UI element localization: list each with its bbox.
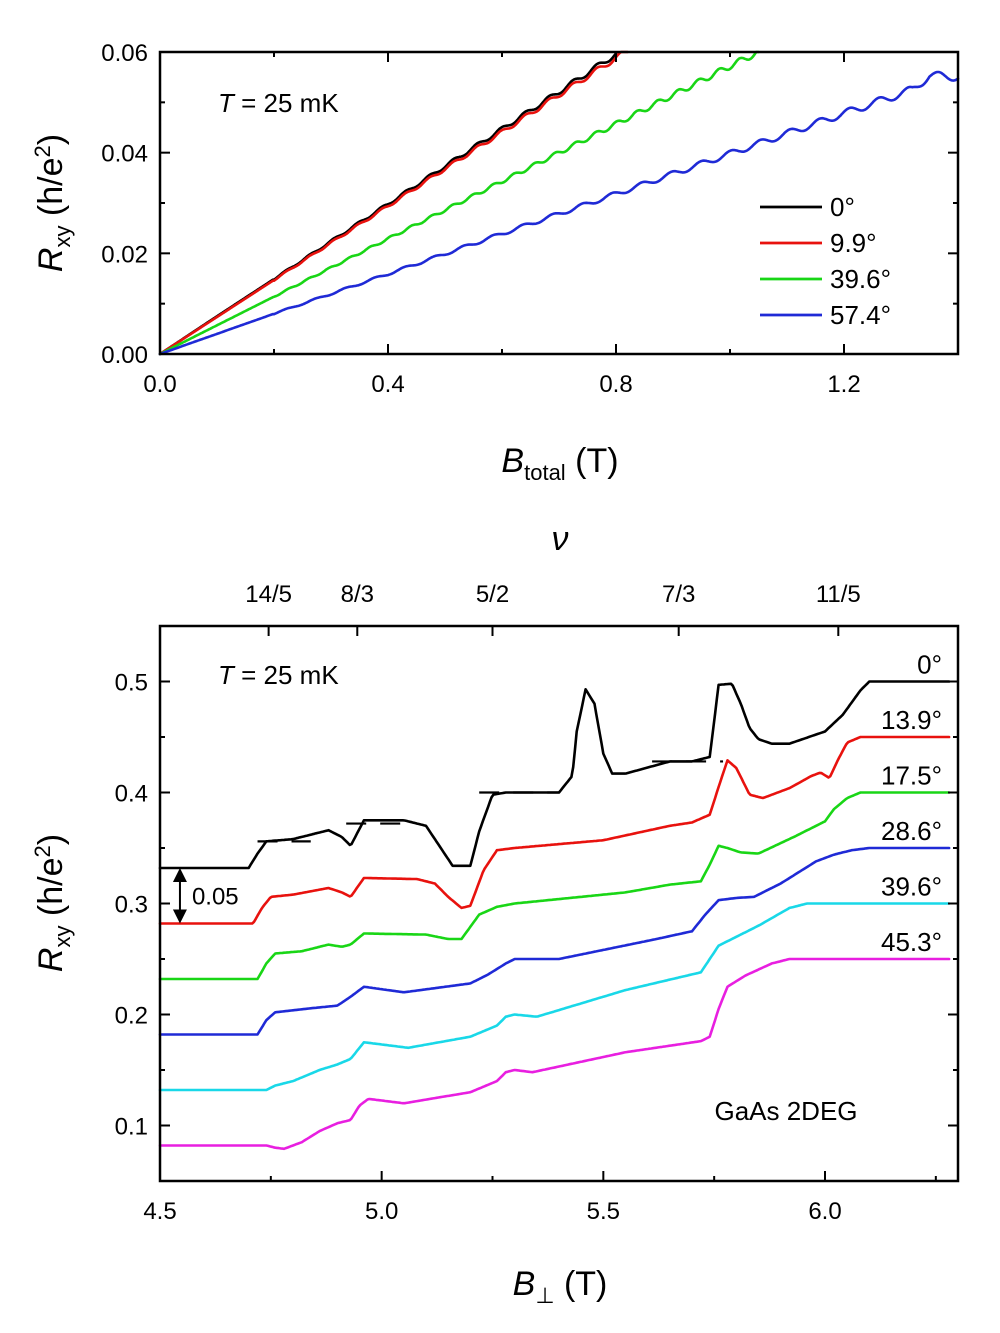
top-y-tick-label: 0.04 (101, 141, 148, 168)
bottom-series-label: 17.5° (881, 761, 942, 791)
nu-tick-label: 7/3 (662, 581, 695, 608)
bottom-series-labels: 0° 13.9° 17.5° 28.6° 39.6° 45.3° (881, 650, 942, 958)
offset-arrow-head-down (172, 909, 187, 924)
legend-label: 9.9° (830, 228, 877, 258)
legend-label: 0° (830, 192, 855, 222)
top-x-tick-label: 0.4 (371, 371, 404, 398)
bottom-y-tick-label: 0.1 (115, 1114, 148, 1141)
top-y-tick-label: 0.06 (101, 40, 148, 67)
plateau-marks (257, 760, 724, 843)
top-y-tick-label: 0.00 (101, 342, 148, 369)
bottom-series-line-3 (158, 846, 951, 1036)
top-y-axis-title: Rxy (h/e2) (30, 134, 75, 272)
bottom-x-tick-label: 6.0 (808, 1198, 841, 1225)
top-y-tick-label: 0.02 (101, 241, 148, 268)
bottom-y-tick-label: 0.5 (115, 670, 148, 697)
bottom-series-label: 39.6° (881, 872, 942, 902)
bottom-series-line-2 (158, 791, 951, 981)
bottom-series-line-1 (158, 735, 951, 925)
sample-label: GaAs 2DEG (714, 1096, 857, 1126)
nu-tick-label: 8/3 (341, 581, 374, 608)
top-x-tick-label: 1.2 (827, 371, 860, 398)
top-ticks: 0.0 0.4 0.8 1.2 0.00 0.02 0.04 0.06 (101, 40, 958, 398)
top-panel: 0.0 0.4 0.8 1.2 0.00 0.02 0.04 0.06 T = 25 mK 0… (30, 40, 960, 485)
nu-tick-label: 5/2 (476, 581, 509, 608)
offset-arrow: 0.05 (172, 867, 239, 924)
bottom-series-label: 28.6° (881, 816, 942, 846)
bottom-series-line-4 (158, 902, 951, 1092)
top-temperature-annotation: T = 25 mK (218, 88, 339, 118)
bottom-y-tick-label: 0.2 (115, 1003, 148, 1030)
top-x-tick-label: 0.0 (143, 371, 176, 398)
offset-label: 0.05 (192, 884, 239, 911)
bottom-series-label: 0° (917, 650, 942, 680)
top-x-axis-title: Btotal (T) (501, 442, 618, 485)
top-series-line-1 (158, 50, 629, 356)
bottom-x-tick-label: 4.5 (143, 1198, 176, 1225)
bottom-x-axis-title: B⊥ (T) (513, 1265, 608, 1308)
bottom-panel: 4.5 5.0 5.5 6.0 14/5 8/3 5/2 7/3 11/5 0.1 0.2 0.3 0.… (30, 520, 960, 1308)
bottom-curves (158, 680, 951, 1151)
nu-tick-label: 14/5 (245, 581, 292, 608)
top-series-line-2 (158, 50, 760, 356)
top-series-line-3 (158, 70, 960, 356)
bottom-x-tick-label: 5.5 (587, 1198, 620, 1225)
top-x-tick-label: 0.8 (599, 371, 632, 398)
offset-arrow-head-up (172, 867, 187, 882)
legend-label: 57.4° (830, 300, 891, 330)
bottom-temperature-annotation: T = 25 mK (218, 660, 339, 690)
bottom-y-axis-title: Rxy (h/e2) (30, 834, 75, 972)
top-legend: 0° 9.9° 39.6° 57.4° (760, 192, 891, 330)
bottom-series-label: 13.9° (881, 705, 942, 735)
top-curves (158, 50, 960, 356)
bottom-series-line-5 (158, 957, 951, 1151)
bottom-y-tick-label: 0.4 (115, 781, 148, 808)
bottom-x-tick-label: 5.0 (365, 1198, 398, 1225)
bottom-ticks: 4.5 5.0 5.5 6.0 14/5 8/3 5/2 7/3 11/5 0.1 0.2 0.3 0.… (115, 581, 958, 1225)
bottom-series-label: 45.3° (881, 927, 942, 957)
legend-label: 39.6° (830, 264, 891, 294)
nu-tick-label: 11/5 (816, 581, 861, 608)
top-axis-nu-title: ν (552, 520, 569, 558)
bottom-y-tick-label: 0.3 (115, 892, 148, 919)
